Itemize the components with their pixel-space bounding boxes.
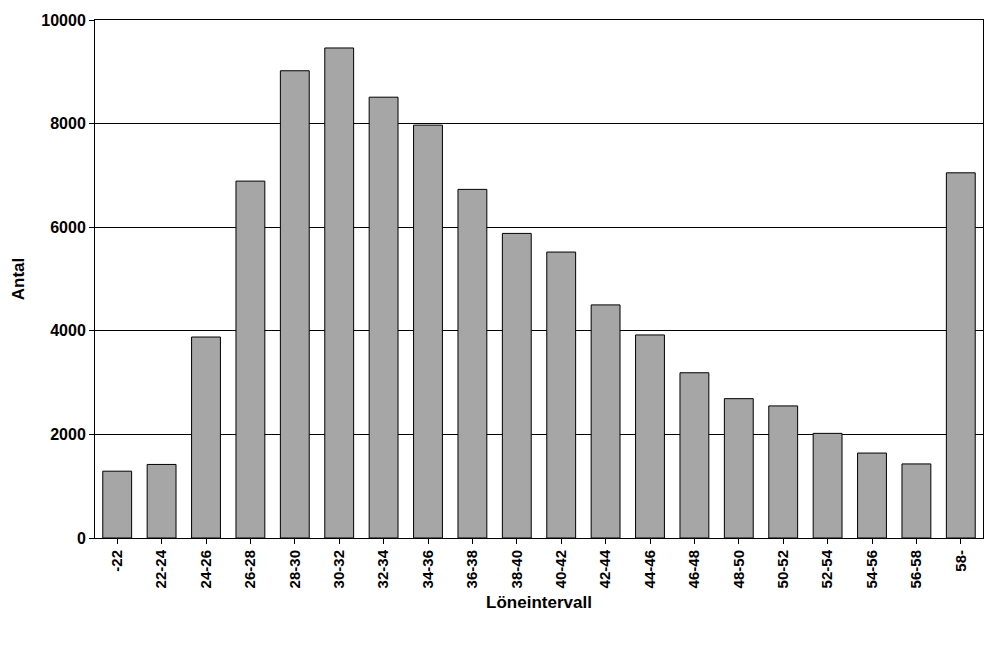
svg-text:44-46: 44-46 <box>641 550 658 588</box>
svg-text:56-58: 56-58 <box>907 550 924 588</box>
svg-text:22-24: 22-24 <box>152 549 169 588</box>
svg-text:52-54: 52-54 <box>818 549 835 588</box>
svg-text:30-32: 30-32 <box>330 550 347 588</box>
svg-text:28-30: 28-30 <box>286 550 303 588</box>
svg-text:32-34: 32-34 <box>374 549 391 588</box>
svg-text:8000: 8000 <box>50 115 86 132</box>
svg-text:58-: 58- <box>952 550 969 572</box>
svg-text:2000: 2000 <box>50 426 86 443</box>
svg-text:38-40: 38-40 <box>508 550 525 588</box>
svg-text:40-42: 40-42 <box>552 550 569 588</box>
svg-text:-22: -22 <box>108 550 125 572</box>
svg-text:54-56: 54-56 <box>863 550 880 588</box>
svg-text:34-36: 34-36 <box>419 550 436 588</box>
svg-text:4000: 4000 <box>50 322 86 339</box>
svg-text:24-26: 24-26 <box>197 550 214 588</box>
svg-text:42-44: 42-44 <box>596 549 613 588</box>
svg-text:46-48: 46-48 <box>685 550 702 588</box>
svg-text:0: 0 <box>77 530 86 547</box>
svg-text:26-28: 26-28 <box>241 550 258 588</box>
svg-text:6000: 6000 <box>50 219 86 236</box>
svg-text:10000: 10000 <box>41 12 86 29</box>
svg-text:50-52: 50-52 <box>774 550 791 588</box>
svg-text:48-50: 48-50 <box>730 550 747 588</box>
svg-text:Antal: Antal <box>9 258 28 301</box>
svg-text:36-38: 36-38 <box>463 550 480 588</box>
svg-text:Löneintervall: Löneintervall <box>486 593 592 612</box>
